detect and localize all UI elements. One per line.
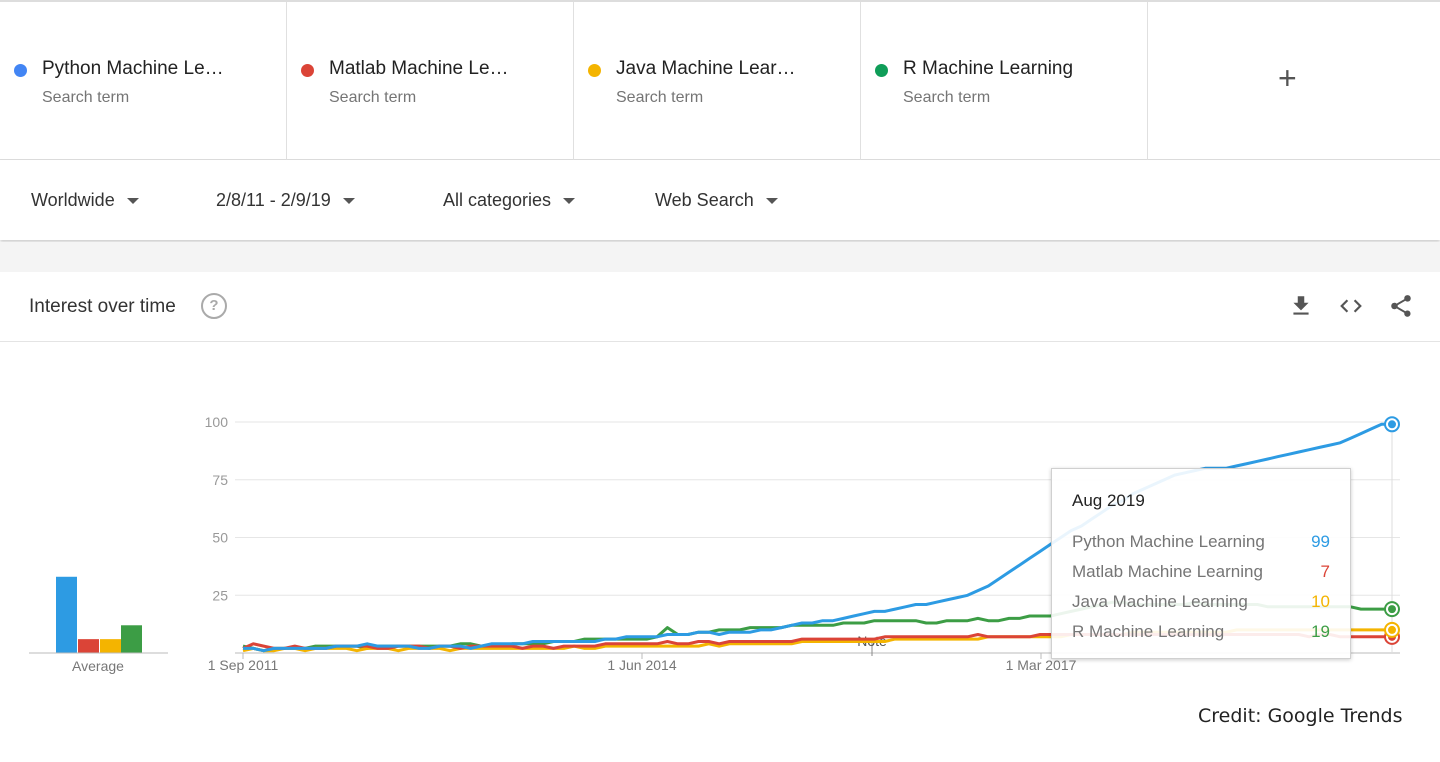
term-subtitle: Search term [616, 89, 704, 106]
tooltip-series-name: R Machine Learning [1072, 622, 1225, 641]
average-bar [78, 639, 99, 653]
x-tick-label: 1 Jun 2014 [607, 657, 676, 673]
tooltip-series-value: 7 [1320, 562, 1330, 581]
y-tick-label: 50 [212, 530, 228, 546]
average-bar [100, 639, 121, 653]
search-type-dropdown[interactable]: Web Search [655, 190, 778, 211]
caret-down-icon [126, 198, 139, 205]
tooltip-row: Java Machine Learning 10 [1072, 592, 1330, 612]
tooltip-row: R Machine Learning 19 [1072, 622, 1330, 642]
share-icon[interactable] [1388, 293, 1414, 319]
y-axis-ticks: 25 50 75 100 [205, 414, 229, 603]
term-color-dot [875, 64, 888, 77]
card-title: Interest over time [29, 296, 176, 317]
tooltip-row: Python Machine Learning 99 [1072, 532, 1330, 552]
search-type-label: Web Search [655, 190, 754, 210]
plus-icon: + [1278, 60, 1297, 96]
tooltip-series-value: 99 [1311, 532, 1330, 551]
average-bar [56, 576, 77, 653]
average-label: Average [72, 658, 124, 674]
hover-tooltip: Aug 2019 Python Machine Learning 99 Matl… [1051, 468, 1351, 659]
credit-text: Credit: Google Trends [1198, 705, 1403, 727]
y-tick-label: 100 [205, 414, 229, 430]
term-subtitle: Search term [42, 89, 130, 106]
add-comparison-button[interactable]: + [1148, 2, 1439, 160]
tooltip-series-value: 10 [1311, 592, 1330, 611]
card-header: Interest over time ? [0, 272, 1440, 342]
download-icon[interactable] [1288, 293, 1314, 319]
time-range-label: 2/8/11 - 2/9/19 [216, 190, 331, 210]
term-card-matlab[interactable]: Matlab Machine Le… Search term [287, 2, 574, 160]
time-range-dropdown[interactable]: 2/8/11 - 2/9/19 [216, 190, 355, 211]
term-card-r[interactable]: R Machine Learning Search term [861, 2, 1148, 160]
tooltip-date: Aug 2019 [1072, 491, 1145, 510]
series-endpoint-dot [1388, 625, 1396, 634]
term-name: Python Machine Le… [42, 58, 224, 79]
region-dropdown[interactable]: Worldwide [31, 190, 139, 211]
y-tick-label: 25 [212, 587, 228, 603]
term-name: R Machine Learning [903, 58, 1074, 79]
y-tick-label: 75 [212, 472, 228, 488]
series-endpoints [1384, 416, 1400, 645]
tooltip-series-name: Matlab Machine Learning [1072, 562, 1263, 581]
help-icon[interactable]: ? [201, 293, 227, 319]
embed-icon[interactable] [1338, 293, 1364, 319]
tooltip-row: Matlab Machine Learning 7 [1072, 562, 1330, 582]
x-tick-label: 1 Sep 2011 [208, 657, 279, 673]
term-color-dot [301, 64, 314, 77]
caret-down-icon [563, 198, 576, 205]
term-color-dot [588, 64, 601, 77]
term-subtitle: Search term [329, 89, 417, 106]
average-bar [121, 625, 142, 653]
filter-bar: Worldwide 2/8/11 - 2/9/19 All categories… [0, 160, 1440, 240]
caret-down-icon [342, 198, 355, 205]
term-subtitle: Search term [903, 89, 991, 106]
average-bars: Average [29, 576, 168, 674]
tooltip-series-value: 19 [1311, 622, 1330, 641]
term-name: Java Machine Lear… [616, 58, 796, 79]
category-label: All categories [443, 190, 552, 210]
region-label: Worldwide [31, 190, 115, 210]
x-tick-label: 1 Mar 2017 [1006, 657, 1077, 673]
category-dropdown[interactable]: All categories [443, 190, 576, 211]
search-terms-bar: Python Machine Le… Search term Matlab Ma… [0, 0, 1440, 160]
caret-down-icon [765, 198, 778, 205]
series-endpoint-dot [1388, 605, 1396, 614]
section-gap [0, 242, 1440, 272]
term-color-dot [14, 64, 27, 77]
tooltip-series-name: Python Machine Learning [1072, 532, 1265, 551]
term-name: Matlab Machine Le… [329, 58, 509, 79]
tooltip-series-name: Java Machine Learning [1072, 592, 1248, 611]
series-endpoint-dot [1388, 420, 1396, 429]
term-card-python[interactable]: Python Machine Le… Search term [0, 2, 287, 160]
term-card-java[interactable]: Java Machine Lear… Search term [574, 2, 861, 160]
